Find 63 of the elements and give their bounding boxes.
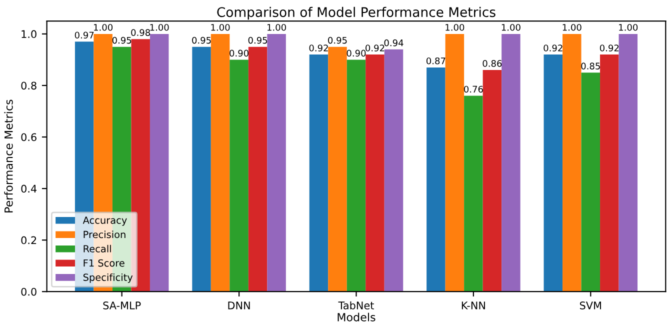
data-label: 0.85 <box>581 62 600 70</box>
data-label: 1.00 <box>94 24 113 31</box>
bar <box>230 60 248 292</box>
x-tick-label: TabNet <box>338 301 374 310</box>
data-label: 0.94 <box>384 39 404 46</box>
bar <box>426 67 446 292</box>
bar <box>210 34 230 292</box>
x-tick-label: SA-MLP <box>103 302 141 310</box>
bar <box>309 54 328 292</box>
data-label: 0.97 <box>74 32 94 39</box>
legend-label: Accuracy <box>82 216 127 226</box>
bar <box>366 54 384 292</box>
data-label: 0.87 <box>426 57 446 64</box>
data-label: 0.76 <box>464 86 483 93</box>
bar <box>267 34 286 292</box>
bar <box>600 54 619 292</box>
data-label: 1.00 <box>267 24 286 31</box>
legend-label: F1 Score <box>84 259 124 267</box>
data-label: 0.98 <box>131 29 150 36</box>
bar <box>502 34 520 292</box>
bar <box>445 34 464 292</box>
data-label: 0.86 <box>482 60 502 67</box>
bar <box>581 72 600 292</box>
y-tick-label: 0.2 <box>21 236 36 244</box>
data-label: 0.95 <box>192 36 211 44</box>
bar <box>384 49 404 292</box>
data-label: 1.00 <box>150 24 169 31</box>
bar <box>464 96 483 292</box>
bar <box>544 54 563 292</box>
x-tick-label: SVM <box>580 302 601 310</box>
data-label: 0.95 <box>328 36 347 44</box>
legend-label: Recall <box>84 244 111 252</box>
y-axis-title: Performance Metrics <box>4 100 13 212</box>
data-label: 1.00 <box>562 24 582 31</box>
legend-label: Specificity <box>83 273 133 283</box>
data-label: 1.00 <box>619 24 638 31</box>
bar <box>618 34 638 292</box>
data-label: 0.92 <box>544 44 562 52</box>
legend-label: Precision <box>84 230 126 238</box>
bar <box>562 34 582 292</box>
chart-title: Comparison of Model Performance Metrics <box>217 6 496 20</box>
y-tick-label: 1.0 <box>22 30 36 38</box>
x-axis-title: Models <box>338 312 376 322</box>
data-label: 0.92 <box>309 44 328 52</box>
x-tick-label: K-NN <box>462 302 485 310</box>
y-tick-label: 0.4 <box>21 184 37 193</box>
y-tick-label: 0.8 <box>21 82 36 90</box>
data-label: 0.92 <box>600 44 619 52</box>
x-tick-label: DNN <box>228 302 250 310</box>
data-label: 1.00 <box>446 24 464 31</box>
bar <box>482 70 502 292</box>
bar <box>346 60 366 292</box>
bar <box>328 46 347 292</box>
y-tick-label: 0.0 <box>21 288 36 296</box>
data-label: 1.00 <box>211 24 230 31</box>
bar <box>150 34 169 292</box>
data-label: 1.00 <box>502 24 520 31</box>
data-label: 0.92 <box>366 44 384 52</box>
bar <box>192 46 211 292</box>
y-tick-label: 0.6 <box>21 133 36 142</box>
bar <box>248 46 268 292</box>
data-label: 0.95 <box>248 36 268 44</box>
data-label: 0.90 <box>230 50 248 57</box>
